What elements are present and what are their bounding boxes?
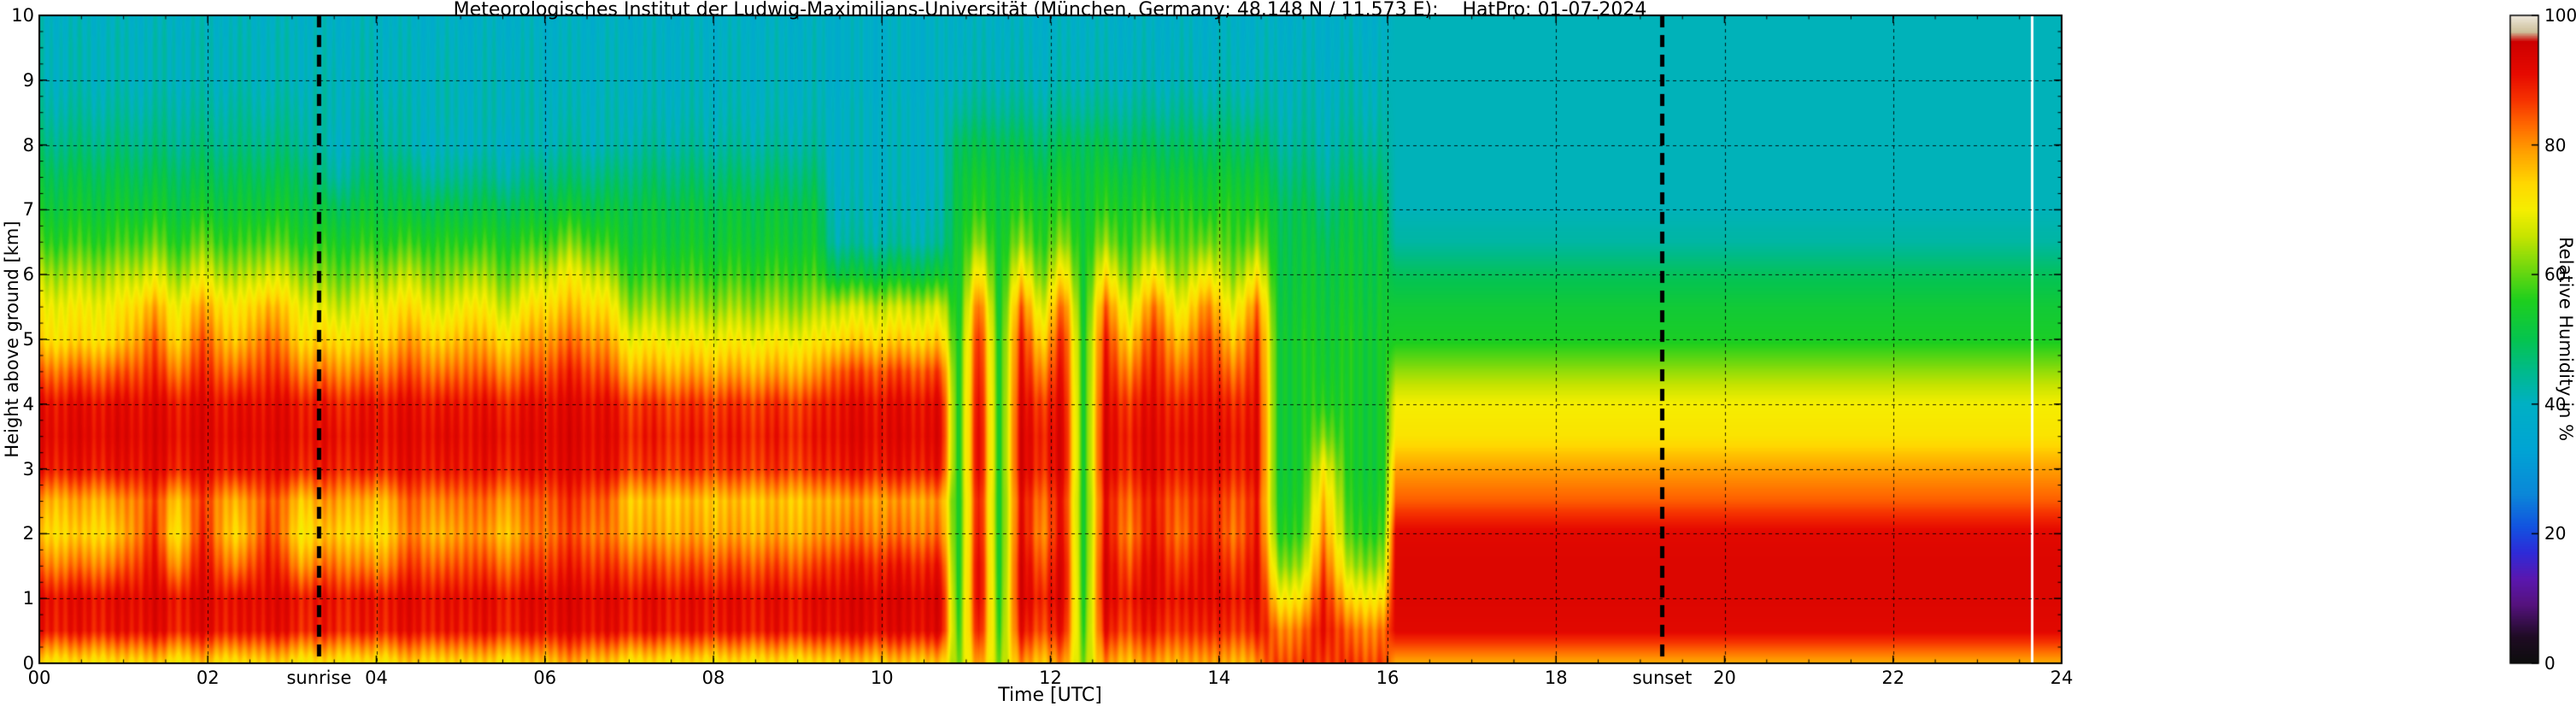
y-tick-label: 10 [11,5,34,26]
y-tick-label: 0 [22,653,34,674]
x-tick-label: 00 [27,668,51,688]
x-tick-label: 12 [1039,668,1062,688]
y-tick-label: 9 [22,69,34,91]
x-tick-label: 24 [2050,668,2074,688]
x-tick-label: 14 [1207,668,1231,688]
colorbar-tick-label: 80 [2544,134,2567,156]
x-tick-label: 20 [1713,668,1736,688]
colorbar-tick-label: 0 [2544,653,2555,674]
y-tick-label: 7 [22,199,34,221]
x-tick-label: 04 [365,668,388,688]
y-tick-label: 1 [22,588,34,609]
colorbar-tick-label: 60 [2544,264,2567,285]
x-axis-label: Time [UTC] [998,685,1102,706]
x-tick-label: 06 [533,668,557,688]
colorbar-tick-label: 20 [2544,523,2567,544]
colorbar-label: Relative Humidity in % [2555,237,2576,442]
colorbar-tick-label: 100 [2544,5,2576,26]
y-tick-label: 2 [22,523,34,544]
sunrise-label: sunrise [286,668,352,688]
sunset-label: sunset [1632,668,1693,688]
y-tick-label: 6 [22,264,34,285]
x-tick-label: 22 [1881,668,1905,688]
y-tick-label: 8 [22,134,34,156]
colorbar-tick-label: 40 [2544,393,2567,415]
x-tick-label: 02 [196,668,220,688]
y-tick-label: 5 [22,329,34,350]
chart-title: Meteorologisches Institut der Ludwig-Max… [453,0,1647,21]
x-tick-label: 16 [1376,668,1399,688]
x-tick-label: 18 [1544,668,1568,688]
x-tick-label: 08 [701,668,725,688]
y-tick-label: 4 [22,393,34,415]
y-tick-label: 3 [22,458,34,479]
x-tick-label: 10 [870,668,894,688]
